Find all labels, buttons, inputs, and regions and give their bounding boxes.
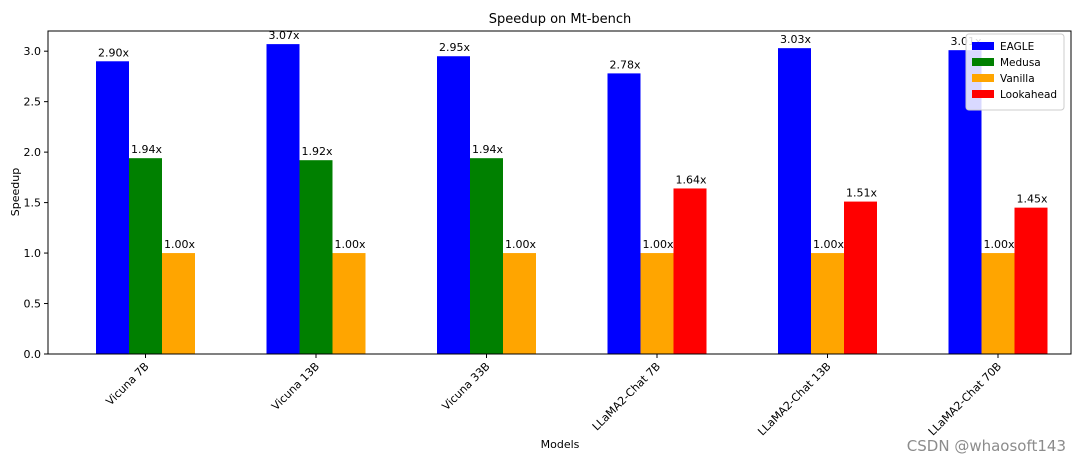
legend-swatch-eagle bbox=[972, 42, 994, 50]
data-label-lookahead: 1.64x bbox=[676, 173, 707, 186]
legend-label-lookahead: Lookahead bbox=[1000, 89, 1057, 101]
bar-medusa bbox=[129, 158, 162, 354]
data-label-eagle: 3.03x bbox=[780, 33, 811, 46]
chart-title: Speedup on Mt-bench bbox=[489, 12, 632, 27]
x-tick-label: Vicuna 33B bbox=[439, 360, 492, 413]
data-label-medusa: 1.92x bbox=[302, 145, 333, 158]
bar-vanilla bbox=[640, 253, 674, 354]
y-tick-label: 3.0 bbox=[24, 45, 42, 58]
plot-frame bbox=[47, 30, 1072, 355]
data-label-medusa: 1.94x bbox=[131, 143, 162, 156]
bar-vanilla bbox=[503, 253, 536, 354]
data-label-eagle: 2.95x bbox=[439, 41, 470, 54]
bar-vanilla bbox=[332, 253, 366, 354]
y-tick-label: 1.0 bbox=[24, 247, 42, 260]
data-label-eagle: 2.78x bbox=[610, 58, 641, 71]
y-axis-label: Speedup bbox=[9, 168, 22, 216]
legend-swatch-vanilla bbox=[972, 74, 994, 82]
x-tick-label: Vicuna 7B bbox=[103, 360, 151, 408]
legend: EAGLE Medusa Vanilla Lookahead bbox=[965, 33, 1065, 111]
data-label-medusa: 1.94x bbox=[472, 143, 503, 156]
bar-lookahead bbox=[673, 188, 707, 354]
x-tick-label: Vicuna 13B bbox=[269, 360, 322, 413]
bar-eagle bbox=[778, 48, 811, 355]
bar-vanilla bbox=[811, 253, 844, 354]
bar-eagle bbox=[607, 73, 641, 355]
data-label-vanilla: 1.00x bbox=[164, 238, 195, 251]
y-tick-label: 0.5 bbox=[24, 298, 42, 311]
watermark: CSDN @whaosoft143 bbox=[906, 437, 1066, 455]
data-label-vanilla: 1.00x bbox=[813, 238, 844, 251]
y-tick-label: 1.5 bbox=[24, 197, 42, 210]
y-tick-label: 2.0 bbox=[24, 146, 42, 159]
y-tick-label: 2.5 bbox=[24, 96, 42, 109]
data-label-eagle: 3.07x bbox=[269, 29, 300, 42]
legend-label-medusa: Medusa bbox=[1000, 57, 1041, 69]
bar-medusa bbox=[470, 158, 503, 354]
data-label-vanilla: 1.00x bbox=[505, 238, 536, 251]
bar-lookahead bbox=[1014, 207, 1048, 354]
y-tick-label: 0.0 bbox=[24, 348, 42, 361]
bar-vanilla bbox=[981, 253, 1015, 354]
legend-swatch-medusa bbox=[972, 58, 994, 66]
bar-eagle bbox=[96, 61, 129, 354]
data-label-lookahead: 1.45x bbox=[1017, 193, 1048, 206]
legend-swatch-lookahead bbox=[972, 90, 994, 98]
data-label-eagle: 2.90x bbox=[98, 46, 129, 59]
bar-eagle bbox=[266, 44, 300, 354]
bar-vanilla bbox=[162, 253, 195, 354]
plot-area: 0.0 0.5 1.0 1.5 2.0 2.5 3.0 2.90x 1.94x 1.00x Vicu… bbox=[24, 29, 1048, 438]
bar-lookahead bbox=[844, 201, 877, 354]
data-label-lookahead: 1.51x bbox=[846, 187, 877, 200]
x-tick-label: LLaMA2-Chat 70B bbox=[926, 360, 1004, 438]
bar-medusa bbox=[299, 160, 333, 354]
x-tick-label: LLaMA2-Chat 7B bbox=[590, 360, 663, 433]
data-label-vanilla: 1.00x bbox=[335, 238, 366, 251]
x-tick-label: LLaMA2-Chat 13B bbox=[755, 360, 833, 438]
data-label-vanilla: 1.00x bbox=[984, 238, 1015, 251]
data-label-vanilla: 1.00x bbox=[643, 238, 674, 251]
legend-label-eagle: EAGLE bbox=[1000, 41, 1034, 53]
legend-label-vanilla: Vanilla bbox=[1000, 73, 1035, 85]
x-axis-label: Models bbox=[541, 438, 580, 451]
bar-eagle bbox=[437, 56, 470, 354]
